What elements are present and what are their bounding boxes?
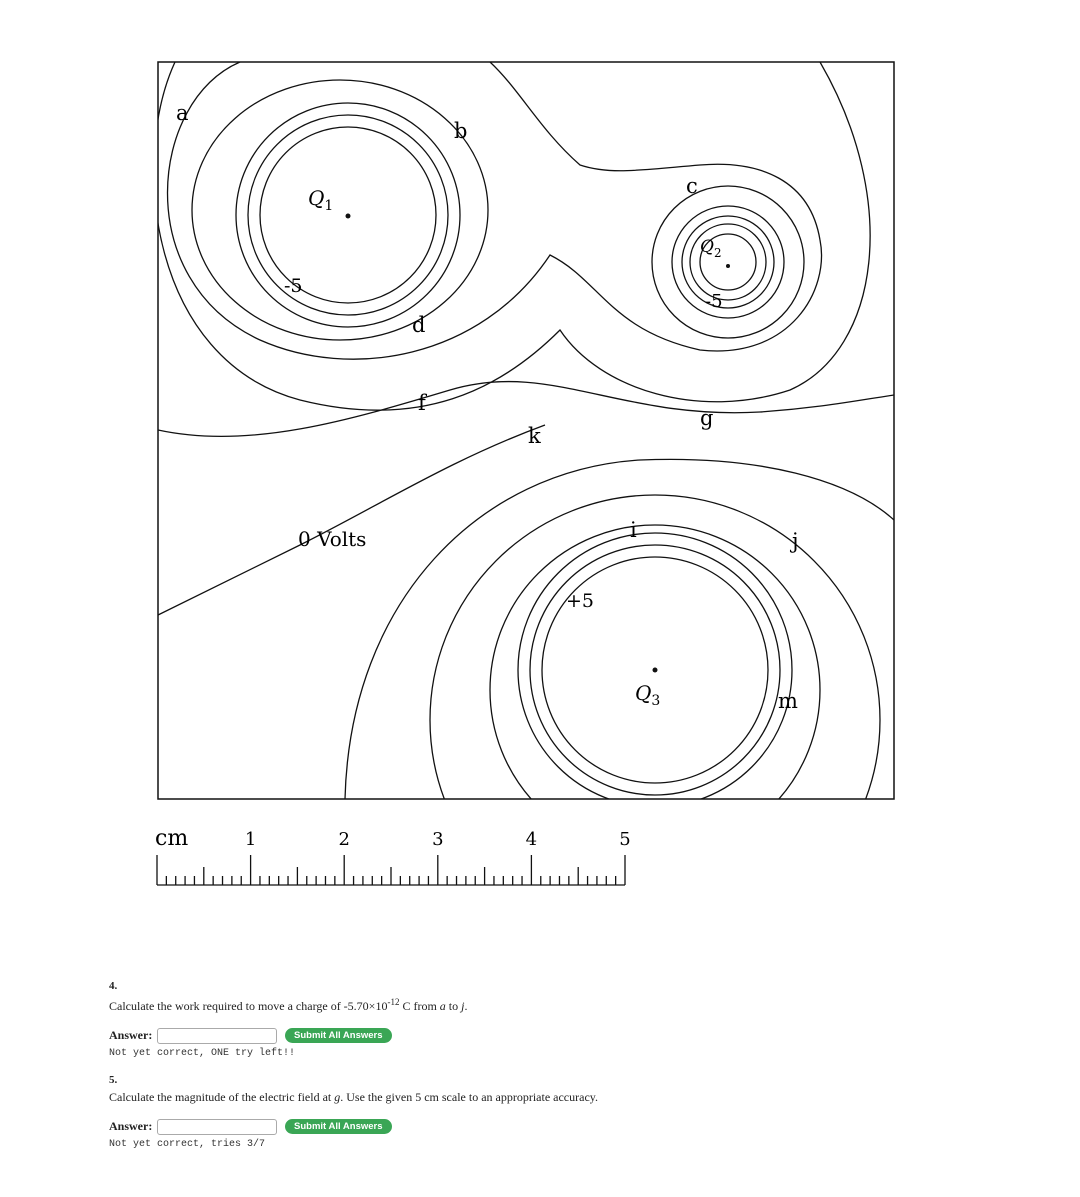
scale-mark: 5 <box>619 829 630 850</box>
point-label: g <box>700 406 713 430</box>
potential-label: -5 <box>284 275 303 297</box>
charge-symbol: Q <box>635 681 651 705</box>
scale-mark: 3 <box>432 829 443 850</box>
charge-label: Q3 <box>635 681 660 709</box>
question-prompt: Calculate the work required to move a ch… <box>109 997 467 1014</box>
answer-input[interactable] <box>157 1119 277 1135</box>
question-number: 4. <box>109 980 118 992</box>
point-label: j <box>789 529 799 553</box>
scale-unit: cm <box>155 826 188 851</box>
charge-subscript: 3 <box>651 693 660 709</box>
submit-button[interactable]: Submit All Answers <box>285 1028 392 1043</box>
prompt-part: j <box>461 999 465 1013</box>
charge-dot <box>652 667 658 673</box>
prompt-part: Calculate the magnitude of the electric … <box>109 1090 335 1104</box>
point-label: i <box>630 518 637 542</box>
answer-input[interactable] <box>157 1028 277 1044</box>
prompt-part: -12 <box>387 997 400 1007</box>
point-label: f <box>418 391 428 415</box>
charge-dot <box>726 264 730 268</box>
prompt-part: g <box>334 1090 341 1104</box>
submit-button[interactable]: Submit All Answers <box>285 1119 392 1134</box>
scale-mark: 1 <box>245 829 256 850</box>
potential-label: 0 Volts <box>298 527 366 551</box>
point-label: b <box>454 119 467 143</box>
charge-label: Q1 <box>308 186 333 214</box>
ruler <box>156 855 626 886</box>
contours <box>158 62 894 799</box>
charge-subscript: 2 <box>714 246 722 260</box>
point-label: a <box>176 101 189 125</box>
point-label: d <box>412 313 425 337</box>
prompt-part: . Use the given 5 cm scale to an appropr… <box>340 1090 599 1104</box>
status: Not yet correct, ONE try left!! <box>109 1048 296 1059</box>
charge-subscript: 1 <box>324 198 333 214</box>
prompt-part: a <box>439 999 446 1013</box>
point-label: k <box>528 424 541 448</box>
question-number: 5. <box>109 1074 118 1086</box>
frame <box>157 61 895 800</box>
charge-dot <box>345 213 351 219</box>
potential-label: -5 <box>705 291 723 312</box>
charge-label: Q2 <box>700 237 722 260</box>
answer-label: Answer: <box>109 1119 153 1133</box>
prompt-part: to <box>445 999 462 1013</box>
potential-label: +5 <box>566 590 594 612</box>
prompt-part: Calculate the work required to move a ch… <box>109 999 388 1013</box>
charge-symbol: Q <box>308 186 324 210</box>
status: Not yet correct, tries 3/7 <box>109 1139 266 1150</box>
prompt-part: C from <box>399 999 440 1013</box>
scale-mark: 2 <box>338 829 349 850</box>
question-prompt: Calculate the magnitude of the electric … <box>109 1090 598 1105</box>
charge-symbol: Q <box>700 237 714 257</box>
point-label: c <box>686 174 698 198</box>
answer-label: Answer: <box>109 1028 153 1042</box>
point-label: m <box>778 689 798 713</box>
scale-mark: 4 <box>526 829 537 850</box>
prompt-part: . <box>464 999 468 1013</box>
